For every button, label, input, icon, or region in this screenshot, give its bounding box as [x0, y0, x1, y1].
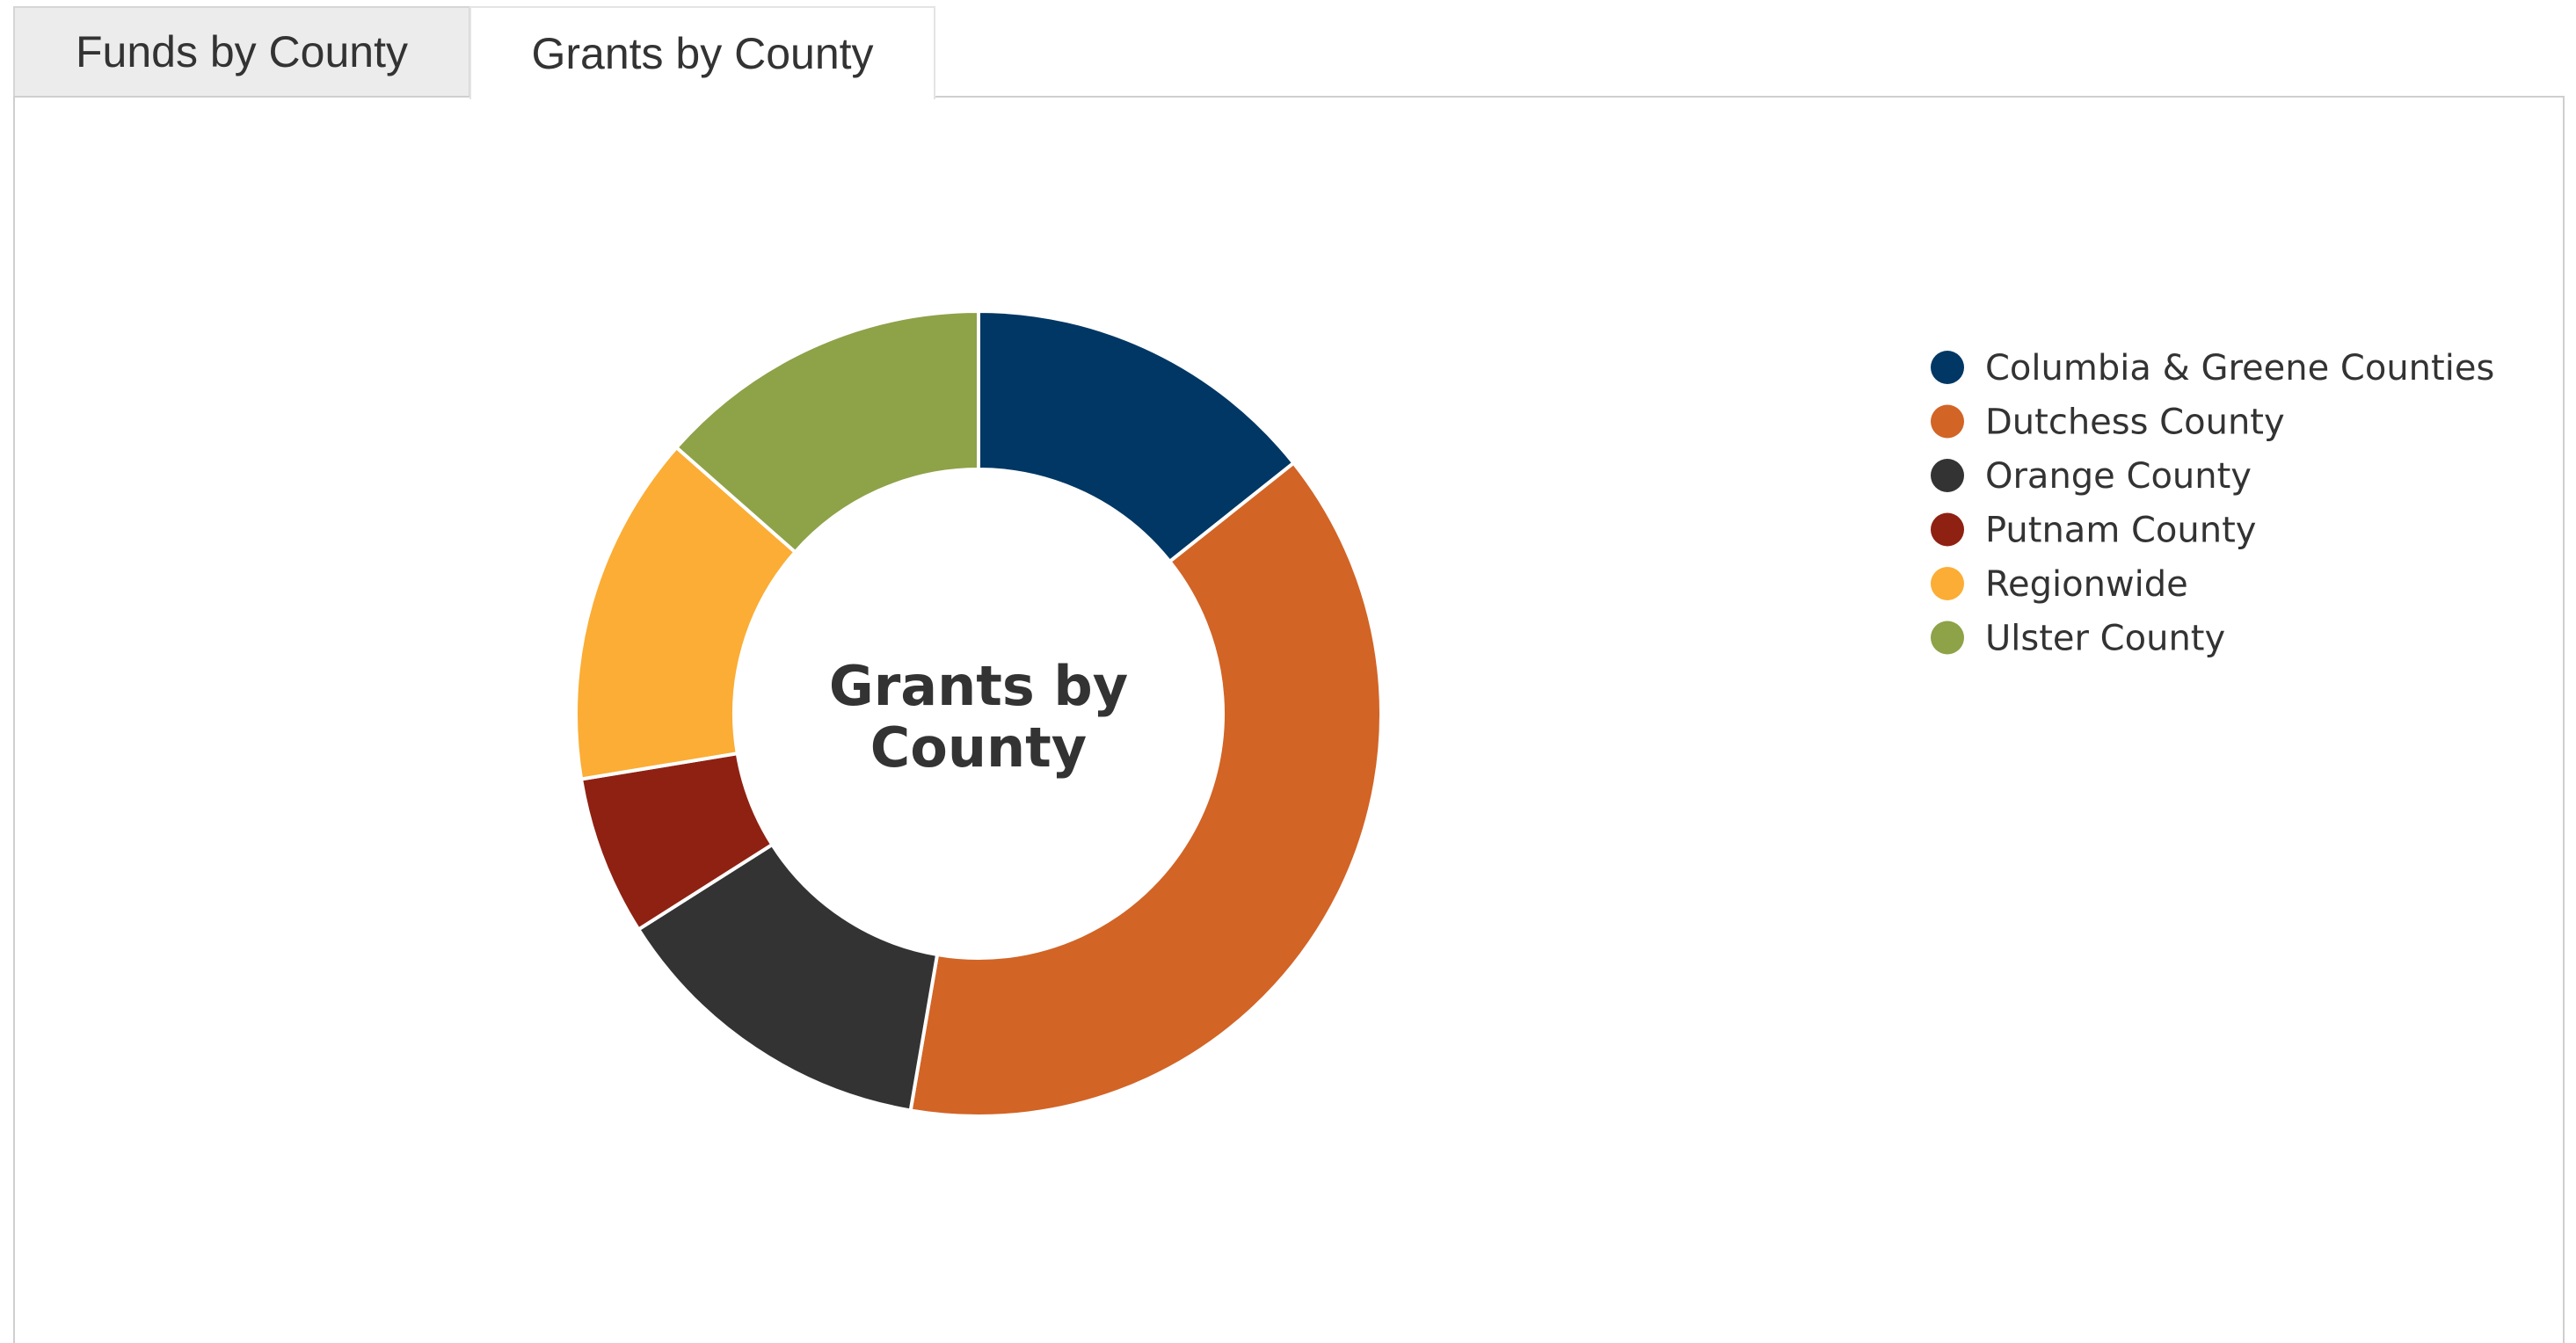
legend-marker-putnam-county[interactable] — [1931, 512, 1964, 547]
slice-columbia-greene-counties[interactable] — [977, 309, 1297, 564]
legend-marker-orange-county[interactable] — [1931, 459, 1964, 492]
legend-label-putnam-county[interactable]: Putnam County — [1985, 511, 2256, 551]
donut-slices — [574, 309, 1383, 1118]
legend-label-orange-county[interactable]: Orange County — [1985, 456, 2252, 497]
slice-orange-county[interactable] — [636, 842, 940, 1113]
legend-marker-ulster-county[interactable] — [1931, 621, 1964, 655]
slice-regionwide[interactable] — [574, 445, 798, 781]
chart-legend: Columbia & Greene Counties Dutchess Count… — [1931, 348, 2494, 659]
legend-label-regionwide[interactable]: Regionwide — [1985, 564, 2188, 605]
center-title-line-1: Grants by — [829, 654, 1128, 718]
legend-label-columbia-greene-counties[interactable]: Columbia & Greene Counties — [1985, 348, 2494, 388]
tab-funds-by-county-label: Funds by County — [76, 27, 408, 76]
slice-ulster-county[interactable] — [673, 309, 980, 555]
legend-marker-dutchess-county[interactable] — [1931, 404, 1964, 439]
legend-marker-columbia-greene-counties[interactable] — [1931, 351, 1964, 384]
slice-dutchess-county[interactable] — [908, 460, 1383, 1118]
tab-funds-by-county[interactable]: Funds by County — [13, 6, 470, 98]
center-title-line-2: County — [870, 715, 1087, 780]
tab-grants-by-county[interactable]: Grants by County — [469, 6, 935, 99]
legend-label-dutchess-county[interactable]: Dutchess County — [1985, 403, 2285, 443]
tab-grants-by-county-label: Grants by County — [531, 29, 874, 78]
legend-marker-regionwide[interactable] — [1931, 567, 1964, 600]
legend-label-ulster-county[interactable]: Ulster County — [1985, 619, 2225, 659]
